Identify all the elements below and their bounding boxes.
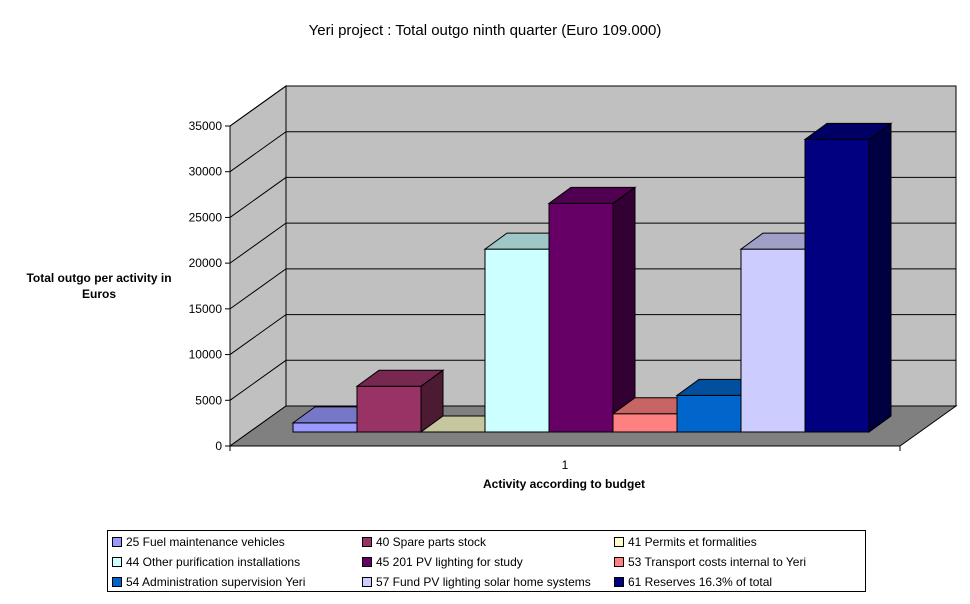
legend-label: 53 Transport costs internal to Yeri <box>628 555 807 569</box>
gridline <box>229 359 956 401</box>
y-tick-label: 35000 <box>189 119 223 133</box>
bar <box>803 122 893 433</box>
gridline <box>229 268 956 310</box>
y-tick-label: 30000 <box>189 165 223 179</box>
bar-side <box>868 122 892 433</box>
legend-swatch <box>362 537 372 547</box>
legend-item: 44 Other purification installations <box>112 552 362 572</box>
legend-item: 57 Fund PV lighting solar home systems <box>362 572 614 592</box>
legend-item: 40 Spare parts stock <box>362 532 614 552</box>
chart-title: Yeri project : Total outgo ninth quarter… <box>308 22 662 39</box>
bar-front <box>292 422 358 433</box>
legend-swatch <box>112 537 122 547</box>
legend-item: 41 Permits et formalities <box>614 532 869 552</box>
legend-label: 61 Reserves 16.3% of total <box>628 575 773 589</box>
legend-swatch <box>614 577 624 587</box>
chart-axes: 0 5000 10000 15000 20000 25000 30000 35000 1 <box>189 119 901 472</box>
legend-label: 41 Permits et formalities <box>628 535 757 549</box>
gridline <box>229 314 956 355</box>
x-tick-label: 1 <box>562 458 569 472</box>
legend-label: 54 Administration supervision Yeri <box>126 575 306 589</box>
gridline <box>229 222 956 264</box>
legend-item: 45 201 PV lighting for study <box>362 552 614 572</box>
chart-legend: 25 Fuel maintenance vehicles 40 Spare par… <box>107 530 866 592</box>
bar-front <box>484 248 550 433</box>
y-tick-label: 15000 <box>189 302 223 316</box>
bar-front <box>356 385 422 433</box>
legend-item: 54 Administration supervision Yeri <box>112 572 362 592</box>
gridline <box>229 176 956 218</box>
chart-bars <box>291 122 893 433</box>
bar-front <box>676 394 742 433</box>
y-tick-label: 0 <box>215 439 222 453</box>
legend-item: 25 Fuel maintenance vehicles <box>112 532 362 552</box>
bar <box>547 186 637 433</box>
side-wall <box>229 85 287 447</box>
bar-front <box>612 413 678 433</box>
gridline <box>229 131 956 173</box>
bar <box>355 369 445 433</box>
bar-front <box>740 248 806 433</box>
legend-swatch <box>112 557 122 567</box>
gridline <box>229 85 956 127</box>
legend-label: 57 Fund PV lighting solar home systems <box>376 575 591 589</box>
legend-label: 45 201 PV lighting for study <box>376 555 523 569</box>
legend-swatch <box>112 577 122 587</box>
legend-swatch <box>614 537 624 547</box>
bar-front <box>804 138 870 433</box>
y-tick-label: 5000 <box>195 393 222 407</box>
x-axis-label: Activity according to budget <box>482 477 645 491</box>
legend-swatch <box>362 557 372 567</box>
y-tick-label: 10000 <box>189 348 223 362</box>
bar-front <box>548 202 614 433</box>
y-tick-label: 20000 <box>189 256 223 270</box>
legend-label: 25 Fuel maintenance vehicles <box>126 535 285 549</box>
legend-label: 40 Spare parts stock <box>376 535 487 549</box>
y-axis-label: Total outgo per activity in Euros <box>26 271 172 301</box>
legend-swatch <box>614 557 624 567</box>
legend-label: 44 Other purification installations <box>126 555 301 569</box>
legend-swatch <box>362 577 372 587</box>
chart-gridlines <box>229 85 956 401</box>
y-tick-label: 25000 <box>189 210 223 224</box>
legend-item: 53 Transport costs internal to Yeri <box>614 552 869 572</box>
legend-item: 61 Reserves 16.3% of total <box>614 572 869 592</box>
bar-side <box>612 186 636 433</box>
